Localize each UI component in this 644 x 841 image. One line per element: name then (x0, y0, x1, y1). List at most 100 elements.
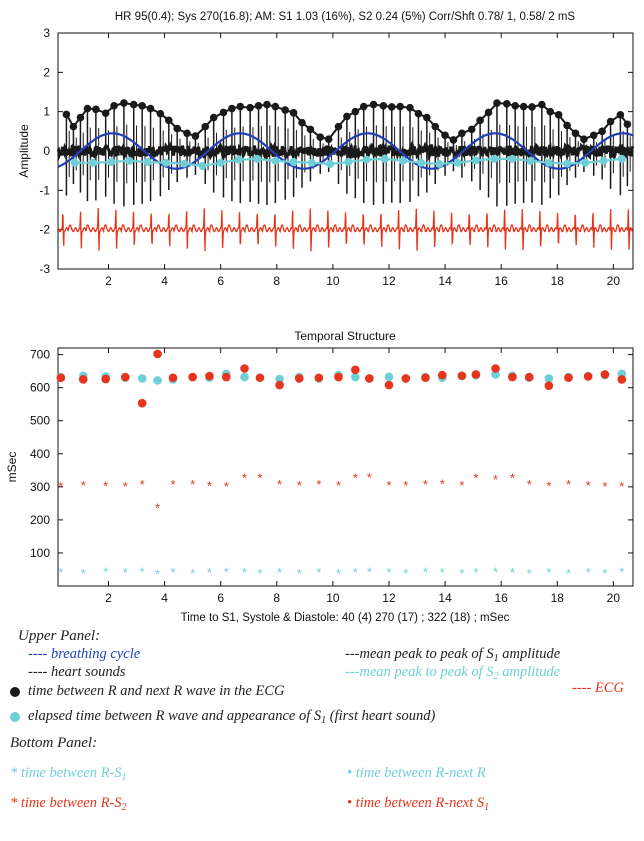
bottom-y-tick-label: 100 (30, 546, 50, 560)
s1-amplitude-point (69, 122, 78, 131)
series-1-point (255, 373, 265, 383)
series-3-point: * (297, 566, 302, 581)
series-1-point (471, 370, 481, 379)
s1-amplitude-point (511, 101, 519, 110)
s2-amplitude-point (453, 158, 462, 167)
s1-amplitude-point (423, 113, 431, 122)
series-2-point: * (403, 478, 408, 493)
s1-amplitude-point (298, 118, 306, 127)
s2-amplitude-point (89, 158, 98, 167)
top-chart-title: HR 95(0.4); Sys 270(16.8); AM: S1 1.03 (… (115, 11, 576, 23)
s1-amplitude-point (316, 133, 325, 142)
series-2-point: * (224, 479, 229, 494)
s2-amplitude-point (125, 156, 134, 165)
series-3-point: * (58, 565, 63, 580)
s1-amplitude-point (606, 117, 615, 126)
series-1-point (188, 372, 197, 382)
s2-amplitude-point (70, 158, 79, 167)
s1-amplitude-point (101, 109, 110, 118)
series-2-point: * (316, 477, 321, 492)
series-2-point: * (155, 500, 160, 515)
s1-amplitude-point (306, 125, 315, 134)
series-1-point (153, 349, 162, 359)
series-2-point: * (510, 471, 515, 486)
s2-amplitude-point (544, 158, 553, 167)
s1-amplitude-point (563, 121, 571, 130)
bottom-y-tick-label: 700 (30, 348, 50, 362)
s1-amplitude-point (343, 112, 351, 121)
bottom-y-tick-label: 600 (30, 381, 50, 395)
s1-amplitude-point (396, 102, 404, 111)
s2-amplitude-point (399, 156, 407, 165)
s1-amplitude-point (351, 107, 360, 116)
series-2-point: * (297, 478, 302, 493)
series-3-point: * (367, 564, 372, 579)
breathing-cycle-line (57, 132, 634, 170)
series-2-point: * (277, 477, 282, 492)
series-0-point (544, 374, 554, 383)
series-2-point: * (602, 479, 607, 494)
s1-amplitude-point (379, 101, 388, 110)
s2-amplitude-point (161, 158, 170, 167)
series-3-point: * (510, 565, 515, 580)
top-y-tick-label: -1 (39, 183, 50, 197)
ecg-trace (57, 207, 634, 252)
series-1-point (365, 374, 374, 383)
s1-amplitude-point (246, 103, 254, 112)
series-3-point: * (103, 564, 108, 579)
s1-amplitude-point (519, 102, 528, 111)
s1-amplitude-point (173, 124, 182, 133)
s1-amplitude-point (571, 129, 580, 138)
series-1-point (205, 371, 214, 381)
bottom-x-tick-label: 16 (494, 591, 508, 605)
s1-amplitude-point (183, 129, 191, 138)
series-1-point (491, 364, 500, 373)
s2-amplitude-point (289, 158, 298, 167)
series-1-point (137, 398, 147, 408)
series-1-point (564, 373, 573, 383)
s2-amplitude-point (198, 161, 207, 170)
series-2-point: * (58, 479, 63, 494)
s1-amplitude-point (92, 105, 100, 114)
bottom-y-tick-label: 200 (30, 513, 50, 527)
bottom-x-tick-label: 18 (551, 591, 565, 605)
s1-amplitude-point (528, 103, 536, 111)
s2-amplitude-point (435, 159, 444, 168)
bottom-x-tick-label: 14 (438, 591, 452, 605)
series-1-point (600, 370, 610, 379)
series-1-point (314, 373, 324, 383)
series-1-point (401, 374, 411, 383)
s1-amplitude-point (359, 102, 368, 111)
series-1-point (221, 372, 231, 382)
series-2-point: * (566, 477, 571, 492)
series-0-point (137, 374, 147, 383)
series-2-point: * (527, 477, 532, 492)
series-2-point: * (493, 472, 498, 487)
bottom-x-tick-label: 2 (105, 591, 112, 605)
series-1-point (56, 373, 66, 383)
series-2-point: * (367, 470, 372, 485)
s1-amplitude-point (431, 122, 440, 131)
series-2-point: * (353, 471, 358, 486)
s1-amplitude-point (110, 101, 118, 110)
s1-amplitude-point (146, 104, 155, 113)
series-3-point: * (619, 564, 624, 579)
s1-amplitude-point (254, 101, 263, 110)
s1-amplitude-point (580, 135, 588, 143)
s1-amplitude-point (538, 100, 546, 109)
series-3-point: * (403, 566, 408, 581)
s1-amplitude-point (387, 103, 396, 111)
s1-amplitude-point (120, 99, 128, 107)
series-2-point: * (440, 477, 445, 492)
s1-amplitude-point (138, 101, 146, 110)
series-3-point: * (257, 566, 262, 581)
bottom-x-tick-label: 12 (382, 591, 396, 605)
s1-amplitude-point (83, 104, 92, 113)
series-0-point (351, 372, 360, 382)
s1-amplitude-point (441, 131, 449, 140)
series-3-point: * (473, 565, 478, 580)
s1-amplitude-point (289, 109, 298, 117)
top-x-tick-label: 8 (273, 274, 280, 288)
s1-amplitude-point (589, 131, 598, 140)
